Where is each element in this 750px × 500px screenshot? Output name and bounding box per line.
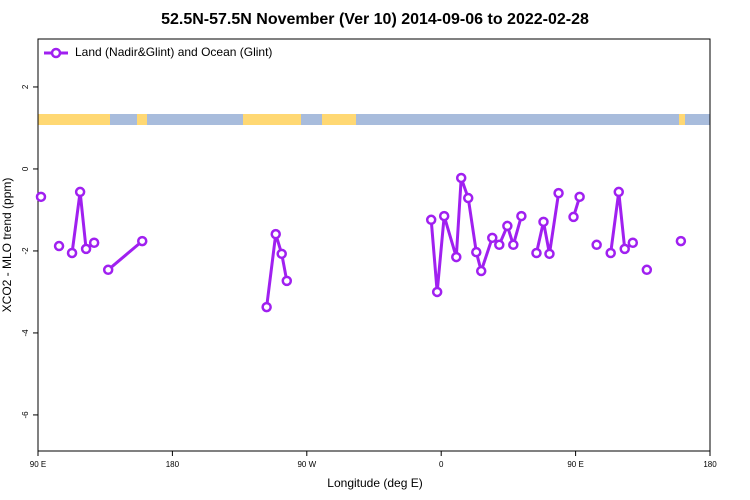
- data-point: [641, 264, 653, 276]
- x-axis-label: Longitude (deg E): [327, 476, 422, 490]
- x-tick-label: 180: [166, 460, 180, 469]
- data-point: [574, 191, 585, 203]
- data-point: [538, 216, 549, 228]
- y-axis-label: XCO2 - MLO trend (ppm): [0, 178, 14, 313]
- data-point: [502, 220, 513, 232]
- data-point: [102, 264, 114, 276]
- data-point: [53, 240, 65, 252]
- data-point: [136, 235, 148, 247]
- y-tick-label: -4: [21, 329, 30, 337]
- data-point: [88, 237, 100, 248]
- data-point: [270, 228, 281, 240]
- data-point: [431, 286, 443, 298]
- chart-title: 52.5N-57.5N November (Ver 10) 2014-09-06…: [161, 11, 589, 28]
- x-tick-label: 90 W: [297, 460, 316, 469]
- data-point: [613, 186, 625, 198]
- x-tick-label: 90 E: [30, 460, 46, 469]
- data-point: [591, 239, 602, 251]
- data-point: [619, 243, 630, 255]
- data-point: [451, 251, 462, 263]
- legend-marker: [50, 47, 62, 59]
- data-point: [494, 239, 505, 251]
- legend-label: Land (Nadir&Glint) and Ocean (Glint): [75, 45, 272, 59]
- y-tick-label: 2: [21, 84, 30, 89]
- y-tick-label: -6: [21, 411, 30, 419]
- data-point: [508, 239, 519, 251]
- plot-frame: [37, 38, 711, 452]
- x-tick-label: 90 E: [567, 460, 583, 469]
- y-tick-label: 0: [21, 166, 30, 171]
- data-point: [544, 248, 555, 260]
- data-point: [462, 192, 474, 204]
- data-point: [455, 172, 467, 184]
- data-point: [66, 247, 78, 259]
- data-point: [605, 247, 616, 259]
- data-point: [281, 275, 293, 287]
- data-point: [471, 246, 482, 258]
- data-point: [74, 186, 86, 198]
- data-point: [516, 210, 527, 222]
- data-point: [553, 187, 564, 199]
- data-point: [276, 248, 287, 260]
- data-point: [80, 243, 92, 255]
- data-point: [425, 214, 437, 226]
- x-tick-label: 180: [703, 460, 717, 469]
- data-point: [487, 232, 498, 244]
- data-point: [568, 211, 579, 223]
- x-tick-label: 0: [439, 460, 444, 469]
- data-point: [475, 265, 487, 277]
- land-ocean-strip: [38, 114, 710, 125]
- data-point: [261, 301, 272, 313]
- data-point: [438, 210, 450, 222]
- data-point: [35, 191, 47, 203]
- data-point: [627, 237, 639, 248]
- data-point: [675, 235, 687, 247]
- y-tick-label: -2: [21, 247, 30, 255]
- data-point: [531, 247, 542, 259]
